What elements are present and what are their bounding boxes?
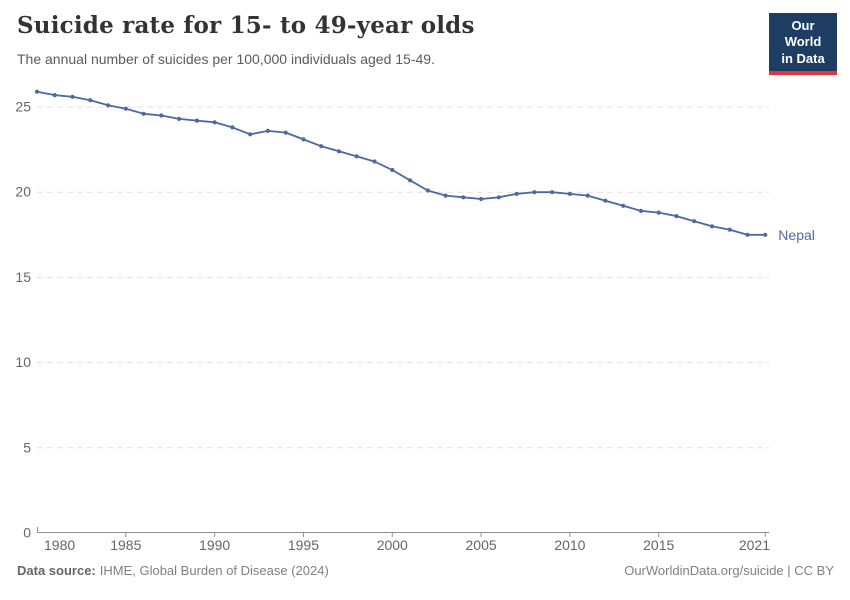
data-point xyxy=(159,113,164,118)
x-tick-label: 2005 xyxy=(466,537,497,553)
data-point xyxy=(336,149,342,154)
x-tick-label: 1980 xyxy=(44,537,75,553)
data-point xyxy=(88,98,93,103)
x-tick-label: 2000 xyxy=(377,537,408,553)
data-point xyxy=(230,125,235,130)
y-tick-label: 5 xyxy=(23,439,31,455)
series-end-label: Nepal xyxy=(778,227,815,243)
owid-logo[interactable]: Our World in Data xyxy=(769,13,837,75)
data-point xyxy=(745,232,750,237)
data-point xyxy=(177,116,182,121)
data-point xyxy=(52,93,57,98)
data-point xyxy=(621,203,626,208)
x-tick-label: 1990 xyxy=(199,537,230,553)
x-tick-label: 1995 xyxy=(288,537,319,553)
data-point xyxy=(265,128,270,133)
data-point xyxy=(585,193,590,198)
x-tick-label: 2015 xyxy=(643,537,674,553)
y-tick-label: 25 xyxy=(15,99,31,115)
data-point xyxy=(603,198,608,203)
data-point xyxy=(550,190,555,195)
data-point xyxy=(479,196,484,202)
data-point xyxy=(567,191,573,196)
x-tick-label: 2021 xyxy=(739,537,770,553)
data-point xyxy=(514,191,519,196)
data-point xyxy=(709,224,715,229)
data-source: Data source: IHME, Global Burden of Disea… xyxy=(17,563,329,578)
data-point xyxy=(141,111,146,116)
data-point xyxy=(674,214,679,219)
page-title: Suicide rate for 15- to 49-year olds xyxy=(17,12,475,39)
data-point xyxy=(194,118,199,123)
y-tick-label: 20 xyxy=(15,184,31,200)
x-tick-label: 2010 xyxy=(554,537,585,553)
series-line xyxy=(36,90,766,236)
data-point xyxy=(354,154,359,159)
data-point xyxy=(212,120,217,125)
data-source-text: IHME, Global Burden of Disease (2024) xyxy=(99,563,329,578)
data-point xyxy=(372,159,377,164)
data-point xyxy=(461,195,466,200)
data-point xyxy=(34,89,40,94)
data-point xyxy=(123,106,128,111)
data-point xyxy=(319,144,324,149)
y-tick-label: 15 xyxy=(15,269,31,285)
data-point xyxy=(301,137,306,142)
data-source-label: Data source: xyxy=(17,563,96,578)
data-point xyxy=(248,132,253,137)
data-point xyxy=(496,195,501,200)
y-tick-label: 0 xyxy=(23,525,31,541)
data-point xyxy=(692,219,697,224)
data-point xyxy=(763,232,768,237)
logo-line1: Our World xyxy=(784,18,822,50)
data-point xyxy=(390,167,395,173)
data-point xyxy=(70,94,75,99)
data-point xyxy=(407,178,413,183)
logo-line2: in Data xyxy=(781,50,825,66)
chart-footer: Data source: IHME, Global Burden of Disea… xyxy=(0,563,850,578)
x-tick-label: 1985 xyxy=(110,537,141,553)
data-point xyxy=(106,103,111,108)
data-point xyxy=(656,210,661,215)
data-point xyxy=(532,190,537,195)
credit-link[interactable]: OurWorldinData.org/suicide | CC BY xyxy=(624,563,834,578)
data-point xyxy=(638,208,644,213)
data-point xyxy=(283,130,288,135)
y-tick-label: 10 xyxy=(15,354,31,370)
data-point xyxy=(425,188,430,193)
data-point xyxy=(727,227,732,232)
data-point xyxy=(443,193,448,198)
chart-subtitle: The annual number of suicides per 100,00… xyxy=(17,51,435,67)
